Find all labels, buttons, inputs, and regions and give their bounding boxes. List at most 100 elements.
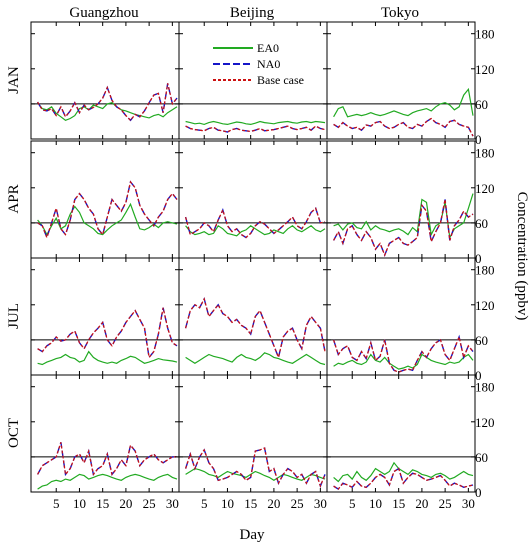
series-base-case [185,207,326,239]
panel-series [37,307,178,366]
series-na0 [332,199,474,257]
y-tick-label: 120 [475,415,495,430]
row-label-apr: APR [6,184,22,213]
legend-label: EA0 [257,41,279,55]
x-tick-label: 25 [143,496,156,511]
series-ea0 [185,352,326,366]
series-base-case [333,467,474,490]
row-label-jan: JAN [6,66,22,94]
panel-ticks [327,375,475,493]
panel-frame [178,374,328,493]
panel-ticks [179,258,327,376]
series-ea0 [185,120,326,126]
x-tick-label: 20 [119,496,132,511]
y-tick-label: 60 [475,333,488,348]
y-tick-label: 0 [475,485,482,500]
x-tick-label: 25 [291,496,304,511]
y-tick-label: 120 [475,62,495,77]
x-tick-label: 20 [415,496,428,511]
panel-series [333,461,474,491]
panel-series [37,180,178,240]
panel-frame [178,140,328,259]
panel-ticks [179,141,327,259]
panel-frame [30,140,180,259]
panel-series [36,442,178,490]
series-ea0 [185,467,326,482]
legend: EA0 NA0 Base case [213,41,304,87]
series-base-case [333,334,474,373]
y-tick-label: 60 [475,97,488,112]
series-ea0 [333,461,474,483]
series-na0 [332,334,474,373]
series-ea0 [185,224,326,237]
x-tick-label: 30 [314,496,327,511]
y-axis-title: Concentration (ppbv) [514,192,530,321]
column-title-guangzhou: Guangzhou [69,5,139,21]
panel-series [332,193,474,257]
x-tick-label: 5 [349,496,356,511]
y-tick-label: 0 [475,251,482,266]
series-base-case [185,447,326,488]
panel-frame [326,257,476,376]
x-tick-label: 15 [96,496,109,511]
panel-apr-guangzhou [30,140,180,259]
series-ea0 [37,350,178,366]
series-na0 [37,307,178,360]
y-tick-label: 180 [475,27,495,42]
panel-ticks [31,141,179,259]
column-title-tokyo: Tokyo [381,5,419,21]
legend-item-na0: NA0 [213,57,280,71]
y-tick-label: 0 [475,132,482,147]
x-tick-label: 10 [369,496,382,511]
y-tick-label: 180 [475,380,495,395]
legend-item-ea0: EA0 [213,41,279,55]
legend-label: Base case [257,73,304,87]
x-tick-label: 30 [462,496,475,511]
panel-series [184,296,326,366]
panel-jul-tokyo [326,257,476,376]
panel-apr-tokyo [326,140,476,259]
x-tick-label: 15 [244,496,257,511]
series-na0 [36,442,177,477]
series-base-case [37,442,177,476]
panel-ticks [179,375,327,493]
panel-jan-tokyo [326,21,476,140]
x-axis-tick-labels: 5 10 15 20 25 30 5 10 15 20 25 30 5 10 15 20 25 30 [53,496,475,511]
x-tick-label: 5 [53,496,60,511]
series-na0 [184,447,326,489]
series-ea0 [333,353,474,370]
legend-item-base-case: Base case [213,73,304,87]
x-tick-label: 20 [267,496,280,511]
series-base-case [333,117,474,137]
panel-series [332,334,474,373]
series-ea0 [37,473,178,490]
x-tick-label: 15 [392,496,405,511]
x-tick-label: 30 [166,496,179,511]
row-label-oct: OCT [6,418,22,448]
panel-frame [30,257,180,376]
legend-label: NA0 [257,57,280,71]
panel-oct-beijing [178,374,328,493]
panel-jan-beijing [178,21,328,140]
y-tick-label: 180 [475,146,495,161]
series-base-case [333,199,474,257]
panel-series [184,447,326,489]
panel-frame [30,21,180,140]
x-tick-label: 10 [73,496,86,511]
panel-series [333,87,474,137]
series-base-case [37,180,178,240]
y-tick-label: 0 [475,368,482,383]
panel-series [185,120,326,133]
panel-oct-tokyo [326,374,476,493]
column-title-beijing: Beijing [230,5,275,21]
y-tick-label: 120 [475,181,495,196]
x-tick-label: 25 [439,496,452,511]
x-tick-label: 5 [201,496,208,511]
series-base-case [37,307,178,359]
series-ea0 [37,102,178,121]
series-base-case [185,297,326,360]
panel-series [37,83,178,122]
panel-ticks [327,22,475,140]
